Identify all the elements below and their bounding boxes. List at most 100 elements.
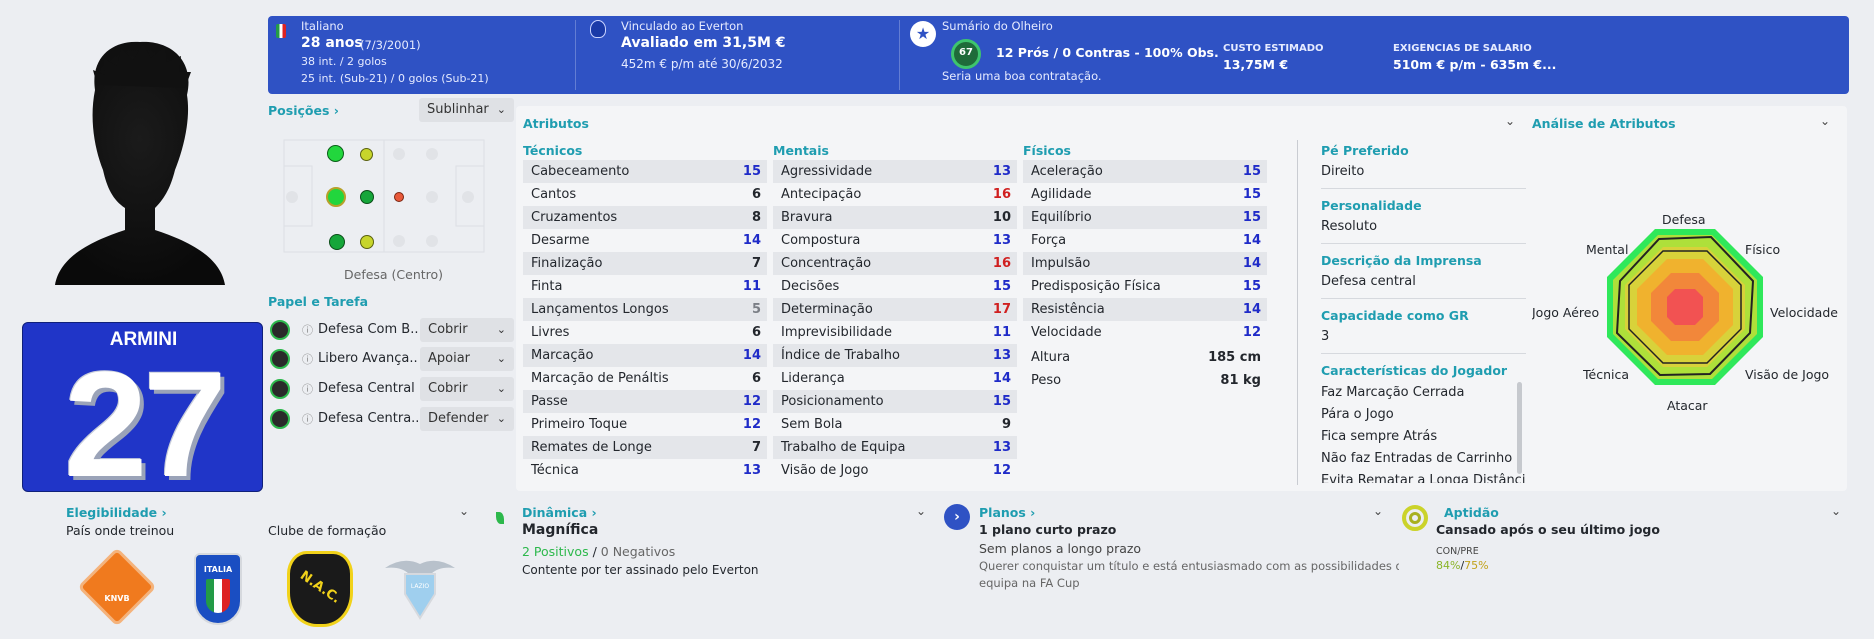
position-dot-dm xyxy=(360,190,374,204)
fitness-title[interactable]: Aptidão xyxy=(1444,505,1499,520)
role-row[interactable]: ⓘ Defesa Com B... Cobrir ⌄ xyxy=(268,317,514,343)
attribute-row[interactable]: Lançamentos Longos 5 xyxy=(523,298,767,321)
attribute-row[interactable]: Aceleração 15 xyxy=(1023,160,1267,183)
plans-arrow-icon[interactable]: › xyxy=(944,504,970,530)
attribute-row[interactable]: Liderança 14 xyxy=(773,367,1017,390)
fitness-label: CON/PRE xyxy=(1436,546,1479,557)
attribute-row[interactable]: Determinação 17 xyxy=(773,298,1017,321)
attribute-row[interactable]: Visão de Jogo 12 xyxy=(773,459,1017,482)
attribute-row[interactable]: Cabeceamento 15 xyxy=(523,160,767,183)
attribute-row[interactable]: Livres 6 xyxy=(523,321,767,344)
chevron-down-icon: ⌄ xyxy=(496,382,506,395)
scout-pros-cons[interactable]: 12 Prós / 0 Contras - 100% Obs. xyxy=(996,45,1219,60)
duty-dropdown[interactable]: Apoiar ⌄ xyxy=(420,347,514,371)
duty-dropdown[interactable]: Cobrir ⌄ xyxy=(420,318,514,342)
attribute-value: 6 xyxy=(751,187,761,202)
attribute-row[interactable]: Agilidade 15 xyxy=(1023,183,1267,206)
role-row[interactable]: ⓘ Defesa Central Cobrir ⌄ xyxy=(268,376,514,402)
attribute-row[interactable]: Força 14 xyxy=(1023,229,1267,252)
attribute-row[interactable]: Antecipação 16 xyxy=(773,183,1017,206)
attribute-row[interactable]: Remates de Longe 7 xyxy=(523,436,767,459)
attribute-name: Finalização xyxy=(531,256,603,271)
chevron-down-icon[interactable]: ⌄ xyxy=(1373,504,1384,518)
chevron-down-icon[interactable]: ⌄ xyxy=(1505,114,1516,128)
duty-dropdown[interactable]: Defender ⌄ xyxy=(420,407,514,431)
role-suitability-icon xyxy=(270,379,290,399)
height-row: Altura 185 cm xyxy=(1031,350,1261,365)
chevron-down-icon[interactable]: ⌄ xyxy=(1820,114,1831,128)
attribute-row[interactable]: Cruzamentos 8 xyxy=(523,206,767,229)
scout-score-badge: 67 xyxy=(951,39,981,69)
attribute-row[interactable]: Velocidade 12 xyxy=(1023,321,1267,344)
traits-label: Características do Jogador xyxy=(1321,363,1508,378)
attribute-row[interactable]: Compostura 13 xyxy=(773,229,1017,252)
chevron-down-icon: ⌄ xyxy=(496,412,506,425)
attribute-row[interactable]: Imprevisibilidade 11 xyxy=(773,321,1017,344)
attribute-row[interactable]: Técnica 13 xyxy=(523,459,767,482)
attribute-row[interactable]: Trabalho de Equipa 13 xyxy=(773,436,1017,459)
chevron-down-icon[interactable]: ⌄ xyxy=(1831,504,1842,518)
attribute-value: 14 xyxy=(1242,256,1261,271)
dynamics-title[interactable]: Dinâmica › xyxy=(522,505,597,520)
attribute-row[interactable]: Marcação de Penáltis 6 xyxy=(523,367,767,390)
attribute-value: 13 xyxy=(742,463,761,478)
attribute-row[interactable]: Marcação 14 xyxy=(523,344,767,367)
attribute-row[interactable]: Finalização 7 xyxy=(523,252,767,275)
attribute-row[interactable]: Passe 12 xyxy=(523,390,767,413)
eligibility-title[interactable]: Elegibilidade › xyxy=(66,505,167,520)
press-description: Defesa central xyxy=(1321,274,1416,289)
role-name: Defesa Com B... xyxy=(318,322,418,337)
attribute-row[interactable]: Sem Bola 9 xyxy=(773,413,1017,436)
attribute-row[interactable]: Bravura 10 xyxy=(773,206,1017,229)
duty-dropdown[interactable]: Cobrir ⌄ xyxy=(420,377,514,401)
attribute-name: Determinação xyxy=(781,302,873,317)
attribute-row[interactable]: Desarme 14 xyxy=(523,229,767,252)
attribute-row[interactable]: Concentração 16 xyxy=(773,252,1017,275)
nac-badge-icon: N.A.C. xyxy=(287,551,353,627)
player-name: ARMINI xyxy=(109,329,178,350)
market-value[interactable]: Avaliado em 31,5M € xyxy=(621,35,786,51)
chevron-down-icon[interactable]: ⌄ xyxy=(459,504,470,518)
scout-title: Sumário do Olheiro xyxy=(942,19,1053,33)
highlight-dropdown[interactable]: Sublinhar ⌄ xyxy=(419,98,514,122)
attribute-name: Velocidade xyxy=(1031,325,1102,340)
attribute-row[interactable]: Posicionamento 15 xyxy=(773,390,1017,413)
traits-scrollbar[interactable] xyxy=(1517,382,1522,474)
attribute-value: 14 xyxy=(1242,233,1261,248)
attribute-row[interactable]: Impulsão 14 xyxy=(1023,252,1267,275)
chevron-down-icon[interactable]: ⌄ xyxy=(916,504,927,518)
attribute-row[interactable]: Cantos 6 xyxy=(523,183,767,206)
plans-title[interactable]: Planos › xyxy=(979,505,1036,520)
info-icon[interactable]: ⓘ xyxy=(302,324,313,337)
role-row[interactable]: ⓘ Defesa Centra... Defender ⌄ xyxy=(268,406,514,432)
info-icon[interactable]: ⓘ xyxy=(302,413,313,426)
attribute-row[interactable]: Índice de Trabalho 13 xyxy=(773,344,1017,367)
player-header: Italiano 28 anos (7/3/2001) 38 int. / 2 … xyxy=(268,16,1849,94)
chevron-down-icon: ⌄ xyxy=(496,352,506,365)
shirt-card: ARMINI 27 xyxy=(22,322,263,499)
attribute-row[interactable]: Agressividade 13 xyxy=(773,160,1017,183)
info-icon[interactable]: ⓘ xyxy=(302,353,313,366)
dynamics-value: Magnífica xyxy=(522,522,599,538)
attribute-row[interactable]: Primeiro Toque 12 xyxy=(523,413,767,436)
attribute-row[interactable]: Resistência 14 xyxy=(1023,298,1267,321)
attribute-name: Bravura xyxy=(781,210,833,225)
attribute-row[interactable]: Decisões 15 xyxy=(773,275,1017,298)
lazio-badge-icon: LAZIO xyxy=(383,554,457,620)
dynamics-positives: 2 Positivos / 0 Negativos xyxy=(522,544,676,559)
dob: (7/3/2001) xyxy=(360,38,421,52)
positions-title[interactable]: Posições › xyxy=(268,103,339,118)
role-row[interactable]: ⓘ Libero Avança... Apoiar ⌄ xyxy=(268,346,514,372)
attribute-value: 13 xyxy=(992,348,1011,363)
attribute-value: 15 xyxy=(1242,210,1261,225)
attribute-value: 16 xyxy=(992,187,1011,202)
attribute-name: Cabeceamento xyxy=(531,164,630,179)
attribute-row[interactable]: Finta 11 xyxy=(523,275,767,298)
attribute-row[interactable]: Equilíbrio 15 xyxy=(1023,206,1267,229)
attribute-value: 13 xyxy=(992,164,1011,179)
attribute-name: Marcação de Penáltis xyxy=(531,371,669,386)
attribute-row[interactable]: Predisposição Física 15 xyxy=(1023,275,1267,298)
radar-label: Atacar xyxy=(1667,398,1708,413)
attribute-name: Primeiro Toque xyxy=(531,417,628,432)
info-icon[interactable]: ⓘ xyxy=(302,383,313,396)
